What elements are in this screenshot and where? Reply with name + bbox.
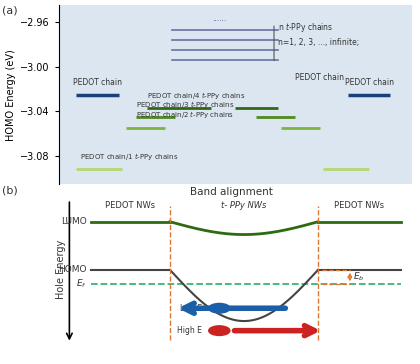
Text: +: + — [215, 326, 224, 336]
Text: (b): (b) — [2, 186, 18, 195]
Circle shape — [209, 326, 230, 336]
Text: t- PPy NWs: t- PPy NWs — [221, 201, 267, 210]
Text: PEDOT chain: PEDOT chain — [73, 78, 122, 87]
Text: n=1, 2, 3, ..., infinite;: n=1, 2, 3, ..., infinite; — [278, 38, 359, 47]
Text: (a): (a) — [2, 5, 18, 15]
Circle shape — [209, 304, 230, 313]
Text: LUMO: LUMO — [61, 217, 87, 226]
Text: PEDOT chain/2 $t$-PPy chains: PEDOT chain/2 $t$-PPy chains — [136, 109, 234, 120]
Text: ......: ...... — [212, 14, 226, 23]
Text: PEDOT chain/3 $t$-PPy chains: PEDOT chain/3 $t$-PPy chains — [136, 99, 235, 110]
Text: HOMO: HOMO — [58, 265, 87, 274]
Text: PEDOT chain: PEDOT chain — [295, 74, 344, 82]
Text: PEDOT NWs: PEDOT NWs — [105, 201, 155, 210]
Y-axis label: HOMO Energy (eV): HOMO Energy (eV) — [6, 49, 16, 141]
Text: $E_b$: $E_b$ — [353, 271, 365, 283]
Text: PEDOT NWs: PEDOT NWs — [334, 201, 385, 210]
Text: +: + — [215, 303, 224, 313]
Text: Band alignment: Band alignment — [189, 187, 273, 197]
Text: High E: High E — [177, 326, 202, 335]
Text: PEDOT chain/1 $t$-PPy chains: PEDOT chain/1 $t$-PPy chains — [80, 151, 178, 162]
Text: PEDOT chain/4 $t$-PPy chains: PEDOT chain/4 $t$-PPy chains — [147, 90, 245, 101]
Text: PEDOT chain: PEDOT chain — [344, 78, 394, 87]
Text: Low E: Low E — [180, 304, 202, 313]
Text: n $t$-PPy chains: n $t$-PPy chains — [278, 21, 333, 34]
Text: Hole Energy: Hole Energy — [55, 240, 66, 300]
Text: $E_f$: $E_f$ — [76, 278, 87, 290]
